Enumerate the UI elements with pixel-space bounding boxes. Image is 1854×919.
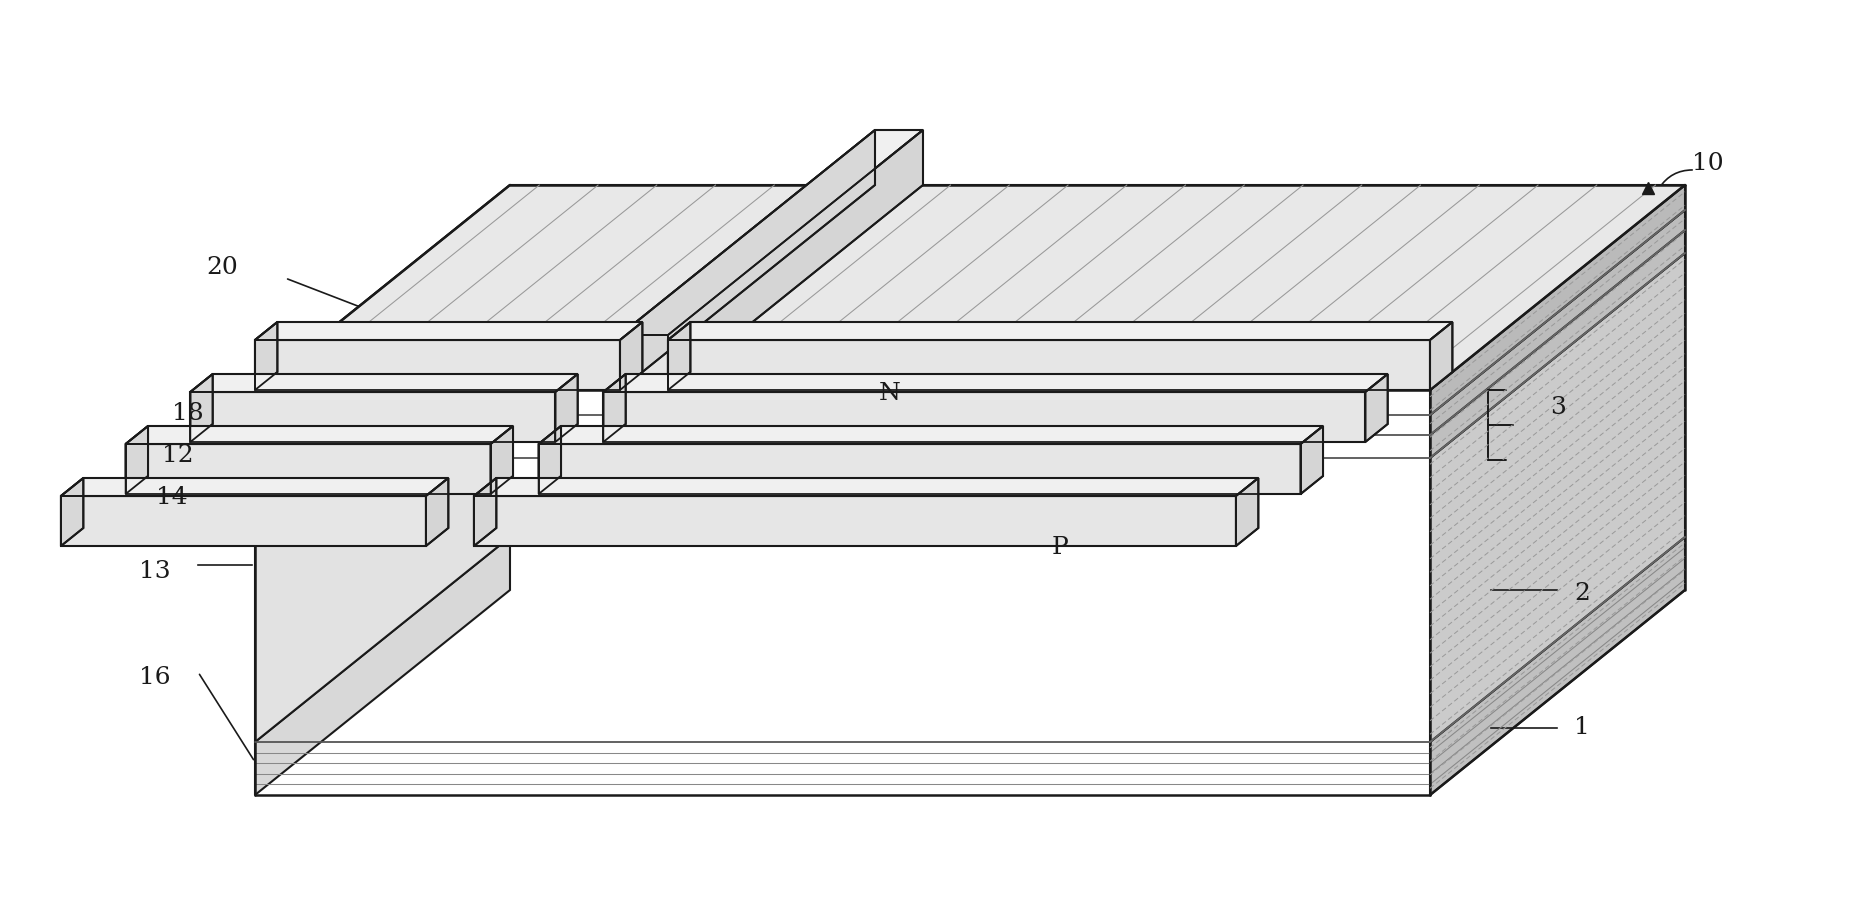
Polygon shape (540, 426, 562, 494)
Polygon shape (1302, 426, 1324, 494)
Text: 13: 13 (139, 561, 171, 584)
Text: P: P (1051, 537, 1068, 560)
Text: 14: 14 (156, 486, 187, 509)
Polygon shape (256, 340, 619, 390)
Polygon shape (126, 426, 514, 444)
Polygon shape (256, 322, 641, 340)
Text: 20: 20 (206, 256, 237, 279)
Polygon shape (191, 374, 578, 392)
Text: 3: 3 (1550, 396, 1567, 419)
Polygon shape (426, 478, 449, 546)
Polygon shape (61, 478, 83, 546)
Text: 2: 2 (1574, 582, 1591, 605)
Polygon shape (256, 230, 510, 458)
Text: 16: 16 (139, 666, 171, 689)
Text: 18: 18 (172, 402, 204, 425)
Text: 1: 1 (1574, 717, 1591, 740)
Polygon shape (1429, 185, 1685, 415)
Polygon shape (1429, 210, 1685, 435)
Polygon shape (603, 374, 625, 442)
Polygon shape (603, 374, 1387, 392)
Polygon shape (619, 130, 875, 390)
Polygon shape (475, 478, 497, 546)
Polygon shape (556, 374, 578, 442)
Polygon shape (475, 496, 1237, 546)
Polygon shape (256, 253, 510, 742)
Polygon shape (619, 322, 641, 390)
Polygon shape (540, 444, 1302, 494)
Text: 12: 12 (161, 444, 195, 467)
Polygon shape (1365, 374, 1387, 442)
Polygon shape (61, 478, 449, 496)
Polygon shape (256, 185, 510, 415)
Polygon shape (619, 130, 923, 335)
Polygon shape (475, 478, 1259, 496)
Polygon shape (540, 426, 1324, 444)
Polygon shape (191, 392, 556, 442)
Polygon shape (191, 374, 213, 442)
Polygon shape (256, 185, 1685, 390)
Polygon shape (126, 426, 148, 494)
Polygon shape (1429, 230, 1685, 458)
Polygon shape (256, 537, 510, 795)
Polygon shape (603, 392, 1365, 442)
Polygon shape (667, 322, 690, 390)
Polygon shape (256, 210, 510, 435)
Polygon shape (619, 335, 667, 390)
Polygon shape (1429, 537, 1685, 795)
Text: N: N (879, 381, 901, 404)
Polygon shape (667, 130, 923, 390)
Polygon shape (126, 444, 491, 494)
Polygon shape (1237, 478, 1259, 546)
Polygon shape (667, 322, 1452, 340)
Polygon shape (256, 322, 278, 390)
Polygon shape (1429, 322, 1452, 390)
Polygon shape (1429, 253, 1685, 742)
Text: 10: 10 (1693, 152, 1724, 175)
Polygon shape (61, 496, 426, 546)
Polygon shape (491, 426, 514, 494)
Polygon shape (667, 340, 1429, 390)
